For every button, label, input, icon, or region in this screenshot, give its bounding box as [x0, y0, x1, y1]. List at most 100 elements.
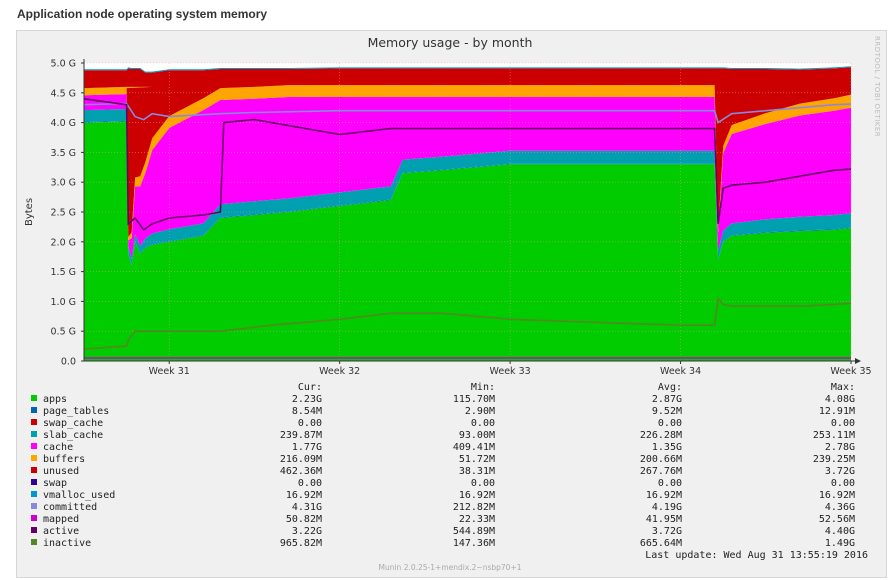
legend-cur-mapped: 50.82M: [286, 514, 322, 525]
y-tick-label: 2.0 G: [51, 237, 77, 248]
overlay-lines: [83, 98, 852, 359]
legend-max-vmalloc-used: 16.92M: [819, 490, 855, 501]
legend-swatch-cache: [31, 443, 37, 449]
y-tick-label: 3.5 G: [51, 148, 77, 159]
legend-swatch-mapped: [31, 515, 37, 521]
legend-cur-vmalloc-used: 16.92M: [286, 490, 322, 501]
legend-name-mapped: mapped: [43, 514, 79, 525]
legend-name-buffers: buffers: [43, 454, 85, 465]
legend-swatch-page-tables: [31, 407, 37, 413]
legend-name-apps: apps: [43, 394, 67, 405]
y-tick-label: 4.0 G: [51, 118, 77, 129]
x-tick-label: Week 34: [660, 366, 701, 377]
last-update: Last update: Wed Aug 31 13:55:19 2016: [645, 550, 868, 561]
x-tick-label: Week 35: [830, 366, 871, 377]
y-tick-label: 4.5 G: [51, 88, 77, 99]
y-tick-label: 1.5 G: [51, 267, 77, 278]
legend-name-slab-cache: slab_cache: [43, 430, 103, 441]
legend-min-apps: 115.70M: [453, 394, 495, 405]
x-tick-label: Week 32: [319, 366, 360, 377]
area-vmalloc-used: [84, 66, 851, 73]
y-tick-label: 2.5 G: [51, 208, 77, 219]
axes: 0.0 0.5 G 1.0 G 1.5 G 2.0 G 2.5 G 3.0 G 3.5 G 4.…: [51, 59, 872, 378]
legend-swatch-active: [31, 527, 37, 533]
legend-cur-unused: 462.36M: [280, 466, 322, 477]
legend-name-committed: committed: [43, 502, 97, 513]
legend-avg-cache: 1.35G: [652, 442, 682, 453]
line-committed: [83, 102, 852, 124]
legend-min-page-tables: 2.90M: [465, 406, 495, 417]
legend-max-unused: 3.72G: [825, 466, 855, 477]
legend-min-inactive: 147.36M: [453, 538, 495, 549]
legend-cur-cache: 1.77G: [292, 442, 322, 453]
legend: Cur: Min: Avg: Max: apps 2.23G 115.70M 2.87G 4.0…: [31, 382, 855, 549]
legend-name-vmalloc-used: vmalloc_used: [43, 490, 115, 501]
legend-swatch-swap: [31, 479, 37, 485]
line-inactive: [83, 296, 852, 350]
legend-cur-apps: 2.23G: [292, 394, 322, 405]
x-axis-arrow-icon: [855, 358, 861, 364]
legend-min-committed: 212.82M: [453, 502, 495, 513]
area-cache: [84, 94, 851, 260]
legend-max-page-tables: 12.91M: [819, 406, 855, 417]
x-tick-label: Week 33: [490, 366, 531, 377]
chart-title: Memory usage - by month: [368, 35, 533, 50]
legend-cur-slab-cache: 239.87M: [280, 430, 322, 441]
legend-cur-active: 3.22G: [292, 526, 322, 537]
legend-avg-vmalloc-used: 16.92M: [646, 490, 682, 501]
grid-lines: [84, 62, 852, 361]
legend-header-max: Max:: [831, 382, 855, 393]
legend-avg-buffers: 200.66M: [640, 454, 682, 465]
y-tick-label: 3.0 G: [51, 178, 77, 189]
legend-cur-committed: 4.31G: [292, 502, 322, 513]
legend-swatch-unused: [31, 467, 37, 473]
legend-max-swap: 0.00: [831, 478, 855, 489]
legend-avg-swap: 0.00: [658, 478, 682, 489]
legend-name-swap-cache: swap_cache: [43, 418, 103, 429]
legend-header-min: Min:: [471, 382, 495, 393]
legend-avg-unused: 267.76M: [640, 466, 682, 477]
legend-avg-apps: 2.87G: [652, 394, 682, 405]
legend-max-apps: 4.08G: [825, 394, 855, 405]
legend-cur-swap: 0.00: [298, 478, 322, 489]
legend-max-slab-cache: 253.11M: [813, 430, 855, 441]
legend-cur-buffers: 216.09M: [280, 454, 322, 465]
legend-max-mapped: 52.56M: [819, 514, 855, 525]
legend-cur-inactive: 965.82M: [280, 538, 322, 549]
legend-swatch-swap-cache: [31, 419, 37, 425]
legend-avg-active: 3.72G: [652, 526, 682, 537]
legend-min-slab-cache: 93.00M: [459, 430, 495, 441]
legend-min-buffers: 51.72M: [459, 454, 495, 465]
legend-swatch-apps: [31, 395, 37, 401]
legend-avg-slab-cache: 226.28M: [640, 430, 682, 441]
page-title: Application node operating system memory: [17, 7, 268, 21]
y-tick-label: 5.0 G: [51, 59, 77, 70]
legend-avg-mapped: 41.95M: [646, 514, 682, 525]
line-active: [83, 98, 852, 232]
y-tick-label: 0.5 G: [51, 327, 77, 338]
legend-min-active: 544.89M: [453, 526, 495, 537]
area-apps: [84, 121, 851, 362]
legend-avg-page-tables: 9.52M: [652, 406, 682, 417]
legend-swatch-vmalloc-used: [31, 491, 37, 497]
legend-avg-inactive: 665.64M: [640, 538, 682, 549]
legend-min-unused: 38.31M: [459, 466, 495, 477]
legend-max-active: 4.40G: [825, 526, 855, 537]
legend-min-cache: 409.41M: [453, 442, 495, 453]
legend-avg-swap-cache: 0.00: [658, 418, 682, 429]
legend-min-swap: 0.00: [471, 478, 495, 489]
legend-name-unused: unused: [43, 466, 79, 477]
legend-name-active: active: [43, 526, 79, 537]
area-unused: [84, 67, 851, 238]
x-tick-label: Week 31: [149, 366, 190, 377]
legend-name-inactive: inactive: [43, 538, 91, 549]
legend-header-avg: Avg:: [658, 382, 682, 393]
rrdtool-watermark: RRDTOOL / TOBI OETIKER: [873, 36, 881, 137]
legend-min-mapped: 22.33M: [459, 514, 495, 525]
y-tick-label: 1.0 G: [51, 297, 77, 308]
y-tick-label: 0.0: [61, 357, 76, 368]
legend-max-committed: 4.36G: [825, 502, 855, 513]
legend-max-swap-cache: 0.00: [831, 418, 855, 429]
legend-swatch-buffers: [31, 455, 37, 461]
legend-swatch-slab-cache: [31, 431, 37, 437]
